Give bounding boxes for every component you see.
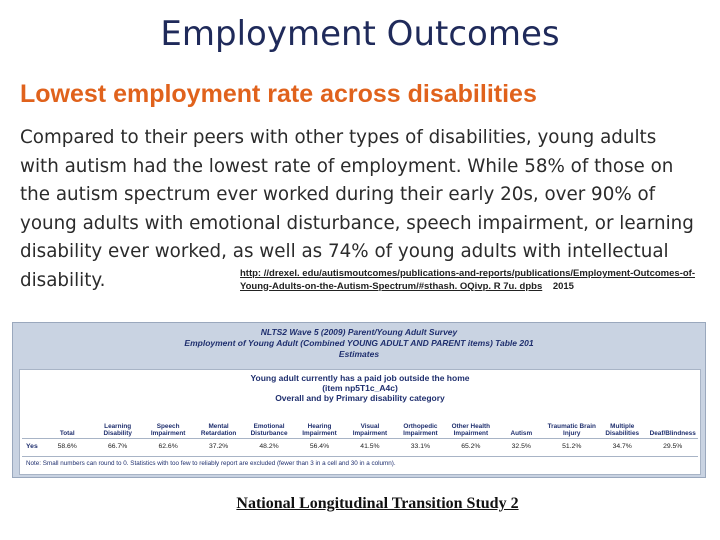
column-header: Deaf/Blindness [647, 412, 698, 439]
table-cell: 33.1% [395, 438, 446, 453]
table-cell: 58.6% [42, 438, 93, 453]
column-header: Other Health Impairment [445, 412, 497, 439]
employment-table: Total Learning Disability Speech Impairmen… [22, 412, 698, 453]
row-label: Yes [22, 438, 42, 453]
table-heading-line: Overall and by Primary disability catego… [275, 393, 445, 403]
table-cell: 34.7% [596, 438, 648, 453]
table-cell: 62.6% [142, 438, 194, 453]
table-heading: Young adult currently has a paid job out… [20, 373, 700, 403]
survey-title-line: NLTS2 Wave 5 (2009) Parent/Young Adult S… [260, 327, 458, 337]
column-header: Mental Retardation [193, 412, 244, 439]
survey-title-line: Employment of Young Adult (Combined YOUN… [184, 338, 534, 348]
table-row: Yes 58.6% 66.7% 62.6% 37.2% 48.2% 56.4% 41.5% 33… [22, 438, 698, 453]
table-cell: 32.5% [496, 438, 547, 453]
column-header: Multiple Disabilities [596, 412, 648, 439]
table-heading-line: Young adult currently has a paid job out… [250, 373, 470, 383]
table-cell: 41.5% [344, 438, 396, 453]
survey-table-body: Young adult currently has a paid job out… [19, 369, 701, 475]
column-header: Visual Impairment [344, 412, 396, 439]
table-cell: 37.2% [193, 438, 244, 453]
source-year: 2015 [552, 280, 574, 292]
column-header: Emotional Disturbance [243, 412, 295, 439]
table-note: Note: Small numbers can round to 0. Stat… [22, 456, 698, 470]
slide-title: Employment Outcomes [160, 14, 560, 54]
table-header-row: Total Learning Disability Speech Impairmen… [22, 412, 698, 439]
table-cell: 66.7% [92, 438, 143, 453]
table-cell: 51.2% [546, 438, 597, 453]
column-header: Speech Impairment [142, 412, 194, 439]
table-heading-line: (item np5T1c_A4c) [322, 383, 398, 393]
table-cell: 65.2% [445, 438, 497, 453]
section-subtitle: Lowest employment rate across disabiliti… [20, 80, 537, 108]
citation-title: National Longitudinal Transition Study 2 [236, 495, 519, 512]
table-cell: 48.2% [243, 438, 295, 453]
column-header: Traumatic Brain Injury [546, 412, 597, 439]
column-header [22, 412, 42, 439]
column-header: Autism [496, 412, 547, 439]
survey-table-image: NLTS2 Wave 5 (2009) Parent/Young Adult S… [12, 322, 706, 478]
column-header: Orthopedic Impairment [395, 412, 446, 439]
column-header: Hearing Impairment [294, 412, 345, 439]
source-citation: http: //drexel. edu/autismoutcomes/publi… [240, 268, 700, 293]
survey-title-line: Estimates [338, 349, 380, 359]
table-cell: 56.4% [294, 438, 345, 453]
column-header: Learning Disability [92, 412, 143, 439]
column-header: Total [42, 412, 93, 439]
table-cell: 29.5% [647, 438, 698, 453]
source-link[interactable]: http: //drexel. edu/autismoutcomes/publi… [240, 268, 695, 292]
survey-title: NLTS2 Wave 5 (2009) Parent/Young Adult S… [13, 327, 705, 360]
body-paragraph: Compared to their peers with other types… [20, 127, 694, 291]
